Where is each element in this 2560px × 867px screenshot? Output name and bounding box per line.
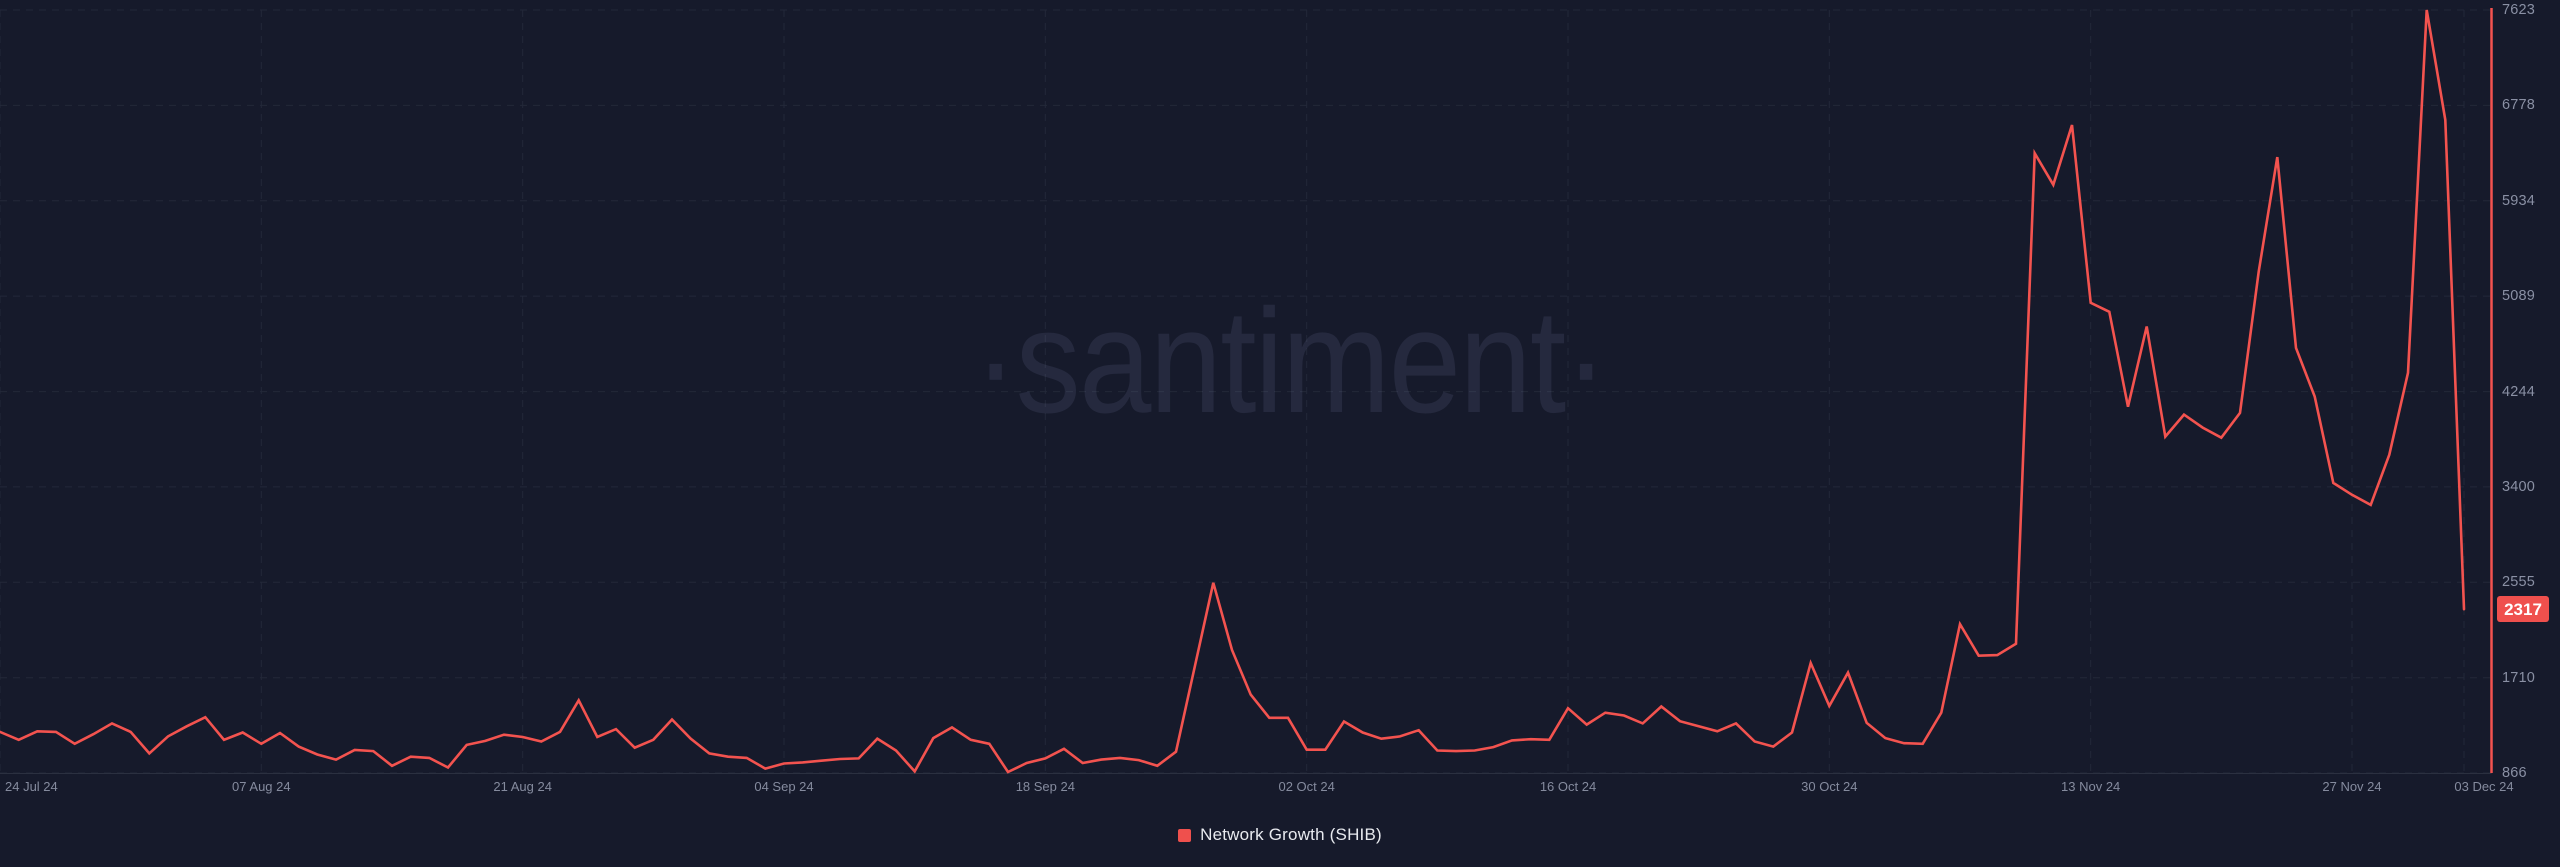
y-axis-label: 2555	[2502, 574, 2536, 591]
x-axis-label: 03 Dec 24	[2454, 779, 2514, 794]
y-axis-label: 6778	[2502, 97, 2536, 114]
x-axis-label: 13 Nov 24	[2061, 779, 2121, 794]
y-axis-label: 1710	[2502, 669, 2536, 686]
x-axis-label: 24 Jul 24	[5, 779, 58, 794]
legend-label: Network Growth (SHIB)	[1200, 825, 1382, 844]
x-axis-label: 04 Sep 24	[754, 779, 814, 794]
x-axis-label: 27 Nov 24	[2322, 779, 2382, 794]
y-axis-label: 7623	[2502, 2, 2536, 18]
x-axis-label: 07 Aug 24	[232, 779, 291, 794]
x-axis-label: 21 Aug 24	[493, 779, 552, 794]
y-axis-label: 4244	[2502, 383, 2536, 400]
x-axis-label: 02 Oct 24	[1278, 779, 1335, 794]
x-axis-label: 30 Oct 24	[1801, 779, 1858, 794]
y-axis-label: 866	[2502, 765, 2527, 781]
x-axis-label: 16 Oct 24	[1539, 779, 1597, 794]
y-axis-label: 3400	[2502, 478, 2536, 495]
y-axis-label: 5934	[2502, 192, 2536, 209]
chart-legend[interactable]: Network Growth (SHIB)	[0, 822, 2560, 848]
legend-swatch-icon[interactable]	[1178, 828, 1192, 842]
latest-value-badge: 2317	[2497, 596, 2549, 623]
network-growth-line[interactable]	[0, 9, 2466, 774]
y-axis-label: 5089	[2502, 288, 2536, 305]
x-axis-label: 18 Sep 24	[1015, 779, 1075, 794]
